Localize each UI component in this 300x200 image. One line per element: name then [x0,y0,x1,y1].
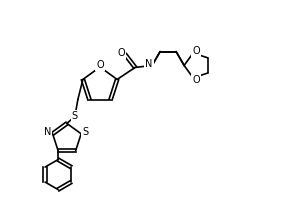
Text: S: S [82,127,88,137]
Text: N: N [44,127,51,137]
Text: O: O [192,46,200,56]
Text: S: S [72,111,78,121]
Text: O: O [117,48,125,58]
Text: O: O [96,60,104,70]
Text: O: O [192,75,200,85]
Text: N: N [146,59,153,69]
